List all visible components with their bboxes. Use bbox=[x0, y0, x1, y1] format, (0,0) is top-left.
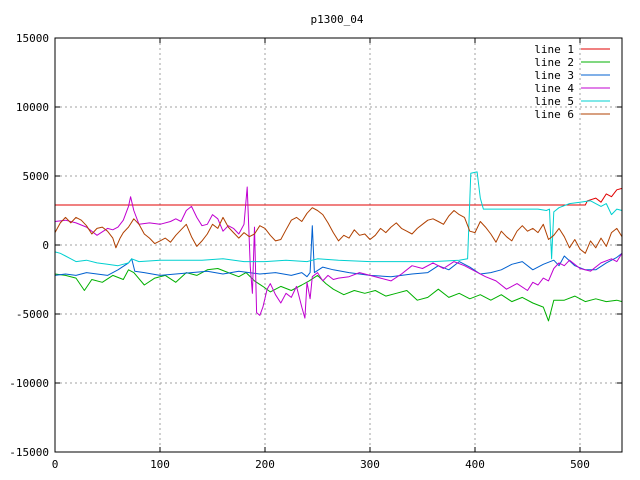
legend-label-6: line 6 bbox=[534, 108, 574, 121]
series-line-5 bbox=[54, 171, 623, 267]
plot-frame bbox=[54, 37, 623, 453]
x-tick-label: 100 bbox=[150, 458, 170, 471]
x-tick-label: 0 bbox=[52, 458, 59, 471]
x-tick-label: 500 bbox=[570, 458, 590, 471]
legend-label-1: line 1 bbox=[534, 43, 574, 56]
chart-title: p1300_04 bbox=[311, 13, 364, 26]
axes: 0 100 200 300 400 500 -15000 -10000 -5000 0 5000 10… bbox=[9, 32, 622, 471]
grid bbox=[55, 38, 622, 452]
y-tick-label: 5000 bbox=[23, 170, 50, 183]
legend-label-4: line 4 bbox=[534, 82, 574, 95]
series-line-6 bbox=[54, 207, 623, 254]
x-tick-label: 400 bbox=[465, 458, 485, 471]
y-tick-label: -5000 bbox=[16, 308, 49, 321]
x-tick-label: 200 bbox=[255, 458, 275, 471]
series-group bbox=[54, 171, 623, 322]
legend-label-5: line 5 bbox=[534, 95, 574, 108]
y-tick-label: 0 bbox=[42, 239, 49, 252]
series-line-4 bbox=[54, 186, 623, 319]
y-tick-label: -10000 bbox=[9, 377, 49, 390]
legend-label-3: line 3 bbox=[534, 69, 574, 82]
legend-label-2: line 2 bbox=[534, 56, 574, 69]
series-line-2 bbox=[54, 268, 623, 322]
y-tick-label: 10000 bbox=[16, 101, 49, 114]
series-line-3 bbox=[54, 225, 623, 278]
y-tick-label: -15000 bbox=[9, 446, 49, 459]
y-tick-label: 15000 bbox=[16, 32, 49, 45]
x-tick-label: 300 bbox=[360, 458, 380, 471]
series-line-1 bbox=[55, 187, 623, 206]
